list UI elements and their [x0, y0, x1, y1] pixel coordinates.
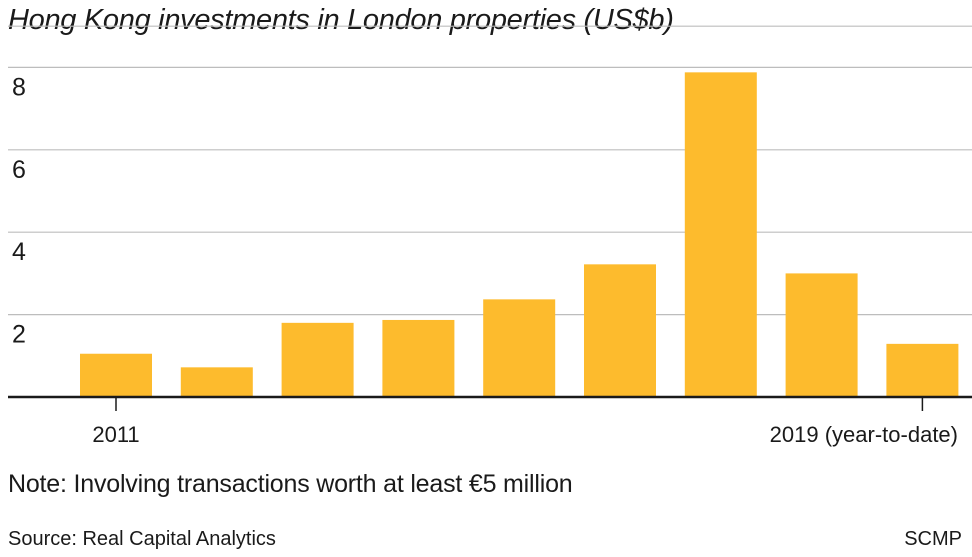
bar	[281, 322, 354, 397]
bar	[684, 72, 757, 398]
y-tick-label: 8	[12, 73, 26, 101]
bar	[180, 367, 253, 397]
bar	[382, 319, 455, 397]
y-tick-label: 4	[12, 238, 26, 266]
source-label: Source: Real Capital Analytics	[8, 528, 276, 550]
bar	[483, 299, 556, 397]
x-tick-label: 2011	[92, 422, 139, 447]
x-axis-tick-labels: 2011 2019 (year-to-date)	[92, 422, 958, 447]
publisher-credit: SCMP	[904, 528, 962, 550]
y-axis-tick-labels: 2 4 6 8	[12, 73, 26, 348]
bar	[80, 353, 152, 397]
bar	[584, 264, 656, 397]
bars	[80, 72, 959, 398]
y-tick-label: 6	[12, 156, 26, 184]
bar	[785, 273, 858, 397]
gridlines	[8, 25, 972, 316]
chart-note: Note: Involving transactions worth at le…	[8, 470, 573, 498]
y-tick-label: 2	[12, 321, 26, 349]
bar	[886, 343, 959, 397]
x-axis	[8, 395, 972, 411]
x-tick-label: 2019 (year-to-date)	[770, 422, 958, 447]
chart-title: Hong Kong investments in London properti…	[8, 4, 674, 36]
